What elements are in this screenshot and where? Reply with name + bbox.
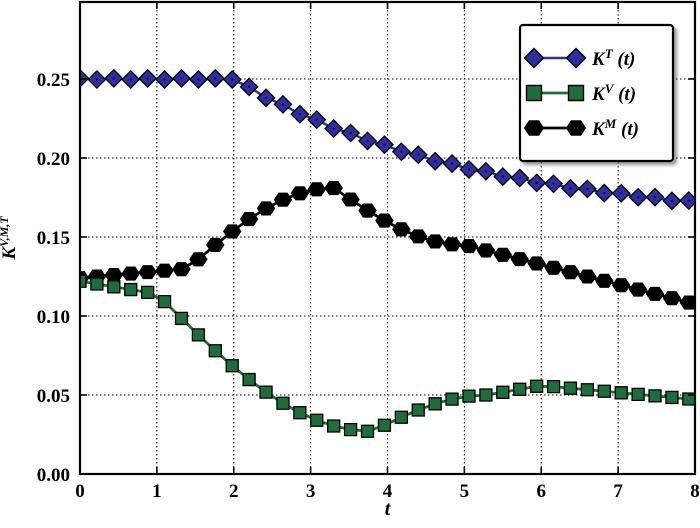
svg-text:7: 7 bbox=[613, 481, 623, 502]
svg-text:KV (t): KV (t) bbox=[591, 81, 636, 106]
svg-text:0: 0 bbox=[75, 481, 85, 502]
svg-text:6: 6 bbox=[537, 481, 547, 502]
svg-text:KT (t): KT (t) bbox=[591, 46, 635, 71]
svg-text:1: 1 bbox=[152, 481, 162, 502]
svg-text:0.10: 0.10 bbox=[37, 307, 70, 328]
svg-text:8: 8 bbox=[690, 481, 700, 502]
svg-text:0.25: 0.25 bbox=[37, 70, 70, 91]
svg-text:5: 5 bbox=[460, 481, 470, 502]
svg-text:3: 3 bbox=[306, 481, 316, 502]
svg-text:0.00: 0.00 bbox=[37, 465, 70, 486]
svg-text:0.15: 0.15 bbox=[37, 228, 70, 249]
svg-text:2: 2 bbox=[229, 481, 239, 502]
svg-text:0.20: 0.20 bbox=[37, 149, 70, 170]
svg-text:0.05: 0.05 bbox=[37, 386, 70, 407]
